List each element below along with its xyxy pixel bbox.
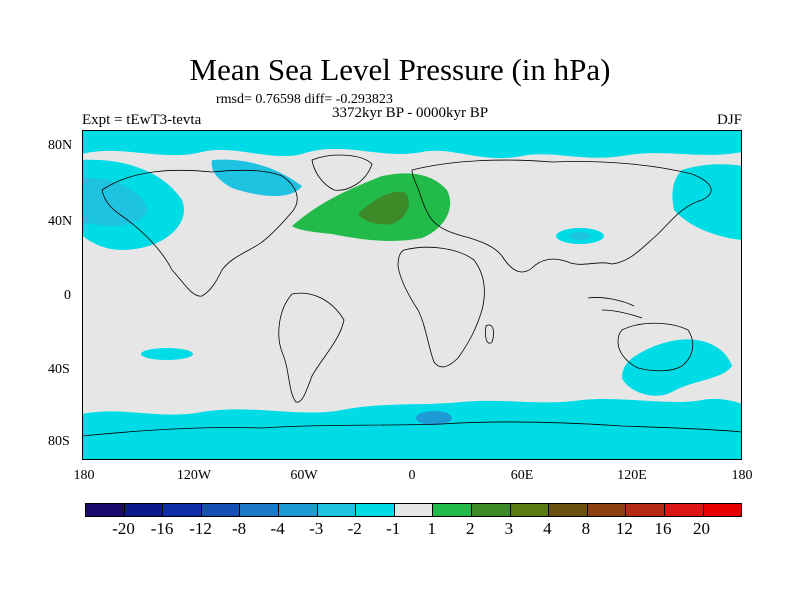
anomaly-antarctic-band [82,398,742,460]
anomaly-south-pacific [141,348,193,360]
coastlines [82,154,742,437]
colorbar-segment [664,504,704,516]
colorbar-segment [587,504,627,516]
colorbar-label: 2 [466,519,475,538]
colorbar-segment [471,504,511,516]
lat-label-40s: 40S [48,362,70,377]
colorbar-label: 20 [692,519,710,538]
colorbar-label: 12 [615,519,633,538]
colorbar-label: -4 [270,519,285,538]
lat-label-40n: 40N [48,214,73,229]
colorbar-segment [201,504,241,516]
lat-label-80n: 80N [48,138,73,153]
colorbar-segment [703,504,742,516]
map-title: Mean Sea Level Pressure (in hPa) [189,52,611,87]
lon-label-180-east: 180 [731,468,753,483]
lat-label-80s: 80S [48,434,70,449]
colorbar-segment [356,504,395,516]
time-period-subtitle: 3372kyr BP - 0000kyr BP [331,105,489,121]
lon-label-60e: 60E [510,468,534,483]
lat-label-0: 0 [64,288,71,303]
colorbar-segment [549,504,588,516]
colorbar-label: -16 [150,519,174,538]
colorbar-segment [433,504,472,516]
anomaly-asia-core [570,232,590,240]
colorbar-label: 16 [654,519,672,538]
pressure-anomaly-map [82,130,742,460]
colorbar-label: -12 [189,519,212,538]
colorbar-segment [163,504,202,516]
colorbar-segment [278,504,318,516]
anomaly-antarctic-core [416,411,452,425]
colorbar-label: -3 [309,519,324,538]
anomaly-north-pacific-east [672,164,742,240]
colorbar-segment [124,504,164,516]
lon-label-180-west: 180 [73,468,95,483]
season-label: DJF [716,112,742,128]
colorbar-label: 3 [504,519,514,538]
colorbar-label: -8 [232,519,247,538]
colorbar-label: -2 [347,519,362,538]
colorbar-segment [240,504,279,516]
colorbar-label: 1 [427,519,437,538]
anomaly-canada [211,159,302,196]
lon-label-0: 0 [408,468,416,483]
anomaly-north-pacific-west-core [82,177,148,226]
anomaly-north-atlantic-core [358,191,409,225]
anomaly-arctic-band [82,130,742,159]
colorbar-segment [86,504,125,516]
rmsd-diff-stats: rmsd= 0.76598 diff= -0.293823 [216,92,393,107]
lon-label-120w: 120W [176,468,212,483]
colorbar-segment [394,504,434,516]
colorbar-label: -20 [112,519,135,538]
lon-label-120e: 120E [617,468,647,483]
colorbar-segment [317,504,357,516]
colorbar [85,503,742,517]
map-frame [82,130,742,460]
lon-label-60w: 60W [290,468,318,483]
colorbar-segment [626,504,665,516]
colorbar-label: 4 [543,519,552,538]
colorbar-segment [510,504,550,516]
colorbar-label: -1 [386,519,401,538]
anomaly-southern-indian [622,339,732,396]
colorbar-label: 8 [581,519,591,538]
experiment-label: Expt = tEwT3-tevta [82,112,202,128]
